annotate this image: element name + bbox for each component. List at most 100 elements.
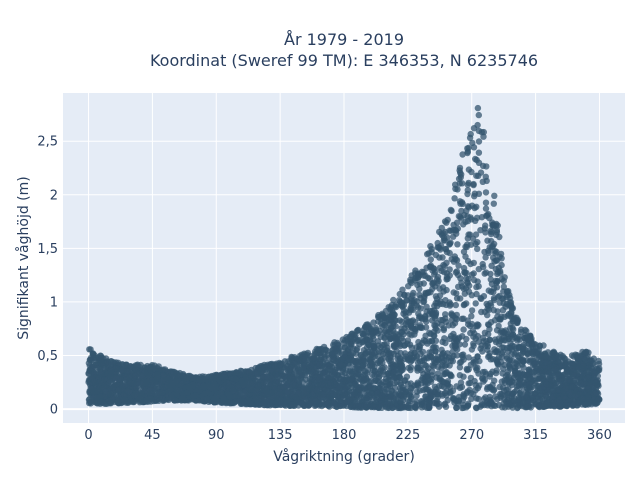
data-point [509,331,517,338]
data-point [481,329,489,336]
data-point [454,241,461,248]
data-point [440,326,448,334]
data-point [464,213,471,220]
data-point [431,332,438,339]
data-point [493,327,501,334]
data-point [352,397,359,404]
data-point [461,290,468,297]
data-point [467,260,474,268]
data-point [418,397,425,405]
data-point [101,376,108,383]
data-point [426,349,433,356]
data-point [472,335,479,342]
data-point [516,395,523,403]
data-point [508,351,515,358]
data-point [233,369,240,376]
data-point [389,404,396,412]
data-point [220,396,227,403]
data-point [482,199,490,206]
data-point [500,283,507,290]
data-point [496,268,504,275]
data-point [479,348,486,355]
data-point [347,333,354,340]
data-point [569,383,576,390]
data-point [381,387,388,394]
data-point [420,354,427,362]
data-point [430,399,438,407]
data-point [436,285,443,292]
data-point [508,390,515,397]
data-point [459,151,466,158]
data-point [484,237,491,244]
data-point [374,338,382,345]
data-point [146,365,153,372]
data-point [316,361,323,368]
data-point [501,274,508,281]
data-point [539,373,546,380]
data-point [556,399,564,406]
data-point [384,400,391,407]
data-point [455,283,462,290]
data-point [458,383,466,391]
data-point [339,402,347,409]
data-point [433,358,440,366]
data-point [499,348,507,356]
data-point [595,357,602,365]
data-point [507,320,514,327]
data-point [386,321,394,328]
data-point [409,306,417,314]
data-point [356,366,363,374]
data-point [355,326,362,334]
data-point [134,361,141,368]
data-point [482,254,489,261]
data-point [308,384,316,391]
data-point [465,354,472,361]
data-point [560,362,567,369]
data-point [468,292,475,299]
data-point [396,385,404,393]
data-point [490,387,497,394]
data-point [480,263,487,271]
data-point [489,243,497,250]
data-point [406,331,413,338]
data-point [473,156,480,164]
data-point [456,364,464,371]
data-point [452,256,459,263]
data-point [447,206,455,214]
data-point [536,342,544,350]
data-point [321,364,328,371]
data-point [495,340,503,348]
data-point [585,349,592,356]
data-point [474,353,481,361]
data-point [453,295,461,302]
data-point [446,302,454,309]
data-point [107,390,114,398]
data-point [551,382,558,389]
data-point [384,344,391,351]
data-point [486,214,493,222]
data-point [555,372,562,379]
data-point [323,401,330,408]
data-point [473,172,480,179]
data-point [483,177,490,185]
data-point [596,365,603,372]
data-point [405,401,412,409]
data-point [295,399,302,406]
data-point [468,168,475,176]
data-point [564,376,572,384]
data-point [371,368,378,375]
data-point [378,348,386,355]
data-point [314,346,322,353]
data-point [467,361,475,368]
data-point [419,374,426,381]
data-point [472,240,479,248]
data-point [319,370,326,377]
data-point [402,386,409,393]
data-point [456,164,464,172]
data-point [455,175,463,182]
data-point [453,383,460,390]
data-point [334,339,341,347]
data-point [264,373,271,380]
data-point [478,402,486,409]
data-point [442,400,449,407]
